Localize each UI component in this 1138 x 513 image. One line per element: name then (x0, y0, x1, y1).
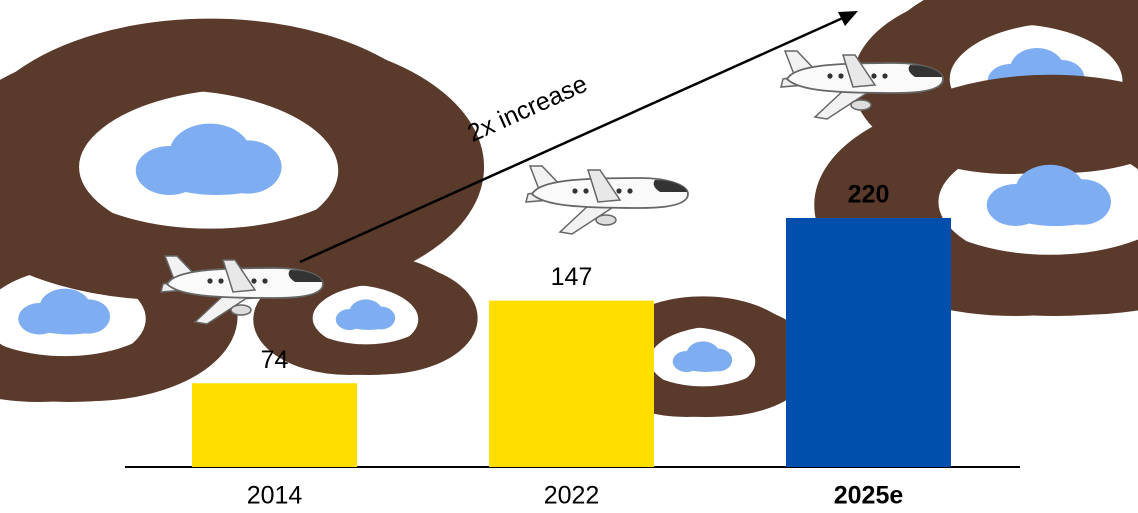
bar (192, 383, 357, 467)
arrow-head (838, 11, 858, 26)
x-tick-label: 2022 (544, 482, 600, 510)
cloud (673, 341, 732, 372)
x-tick-label: 2025e (834, 482, 904, 510)
x-tick-label: 2014 (247, 482, 303, 510)
bar (786, 218, 951, 467)
cloud (987, 165, 1111, 226)
cloud (136, 124, 282, 195)
annotation: 2x increase (463, 70, 591, 148)
cloud (336, 299, 395, 330)
value-label: 74 (261, 346, 289, 374)
bar (489, 300, 654, 467)
plane (525, 165, 689, 235)
value-label: 220 (848, 181, 890, 209)
value-label: 147 (551, 263, 593, 291)
cloud (18, 289, 110, 335)
trend-arrow (299, 15, 846, 264)
